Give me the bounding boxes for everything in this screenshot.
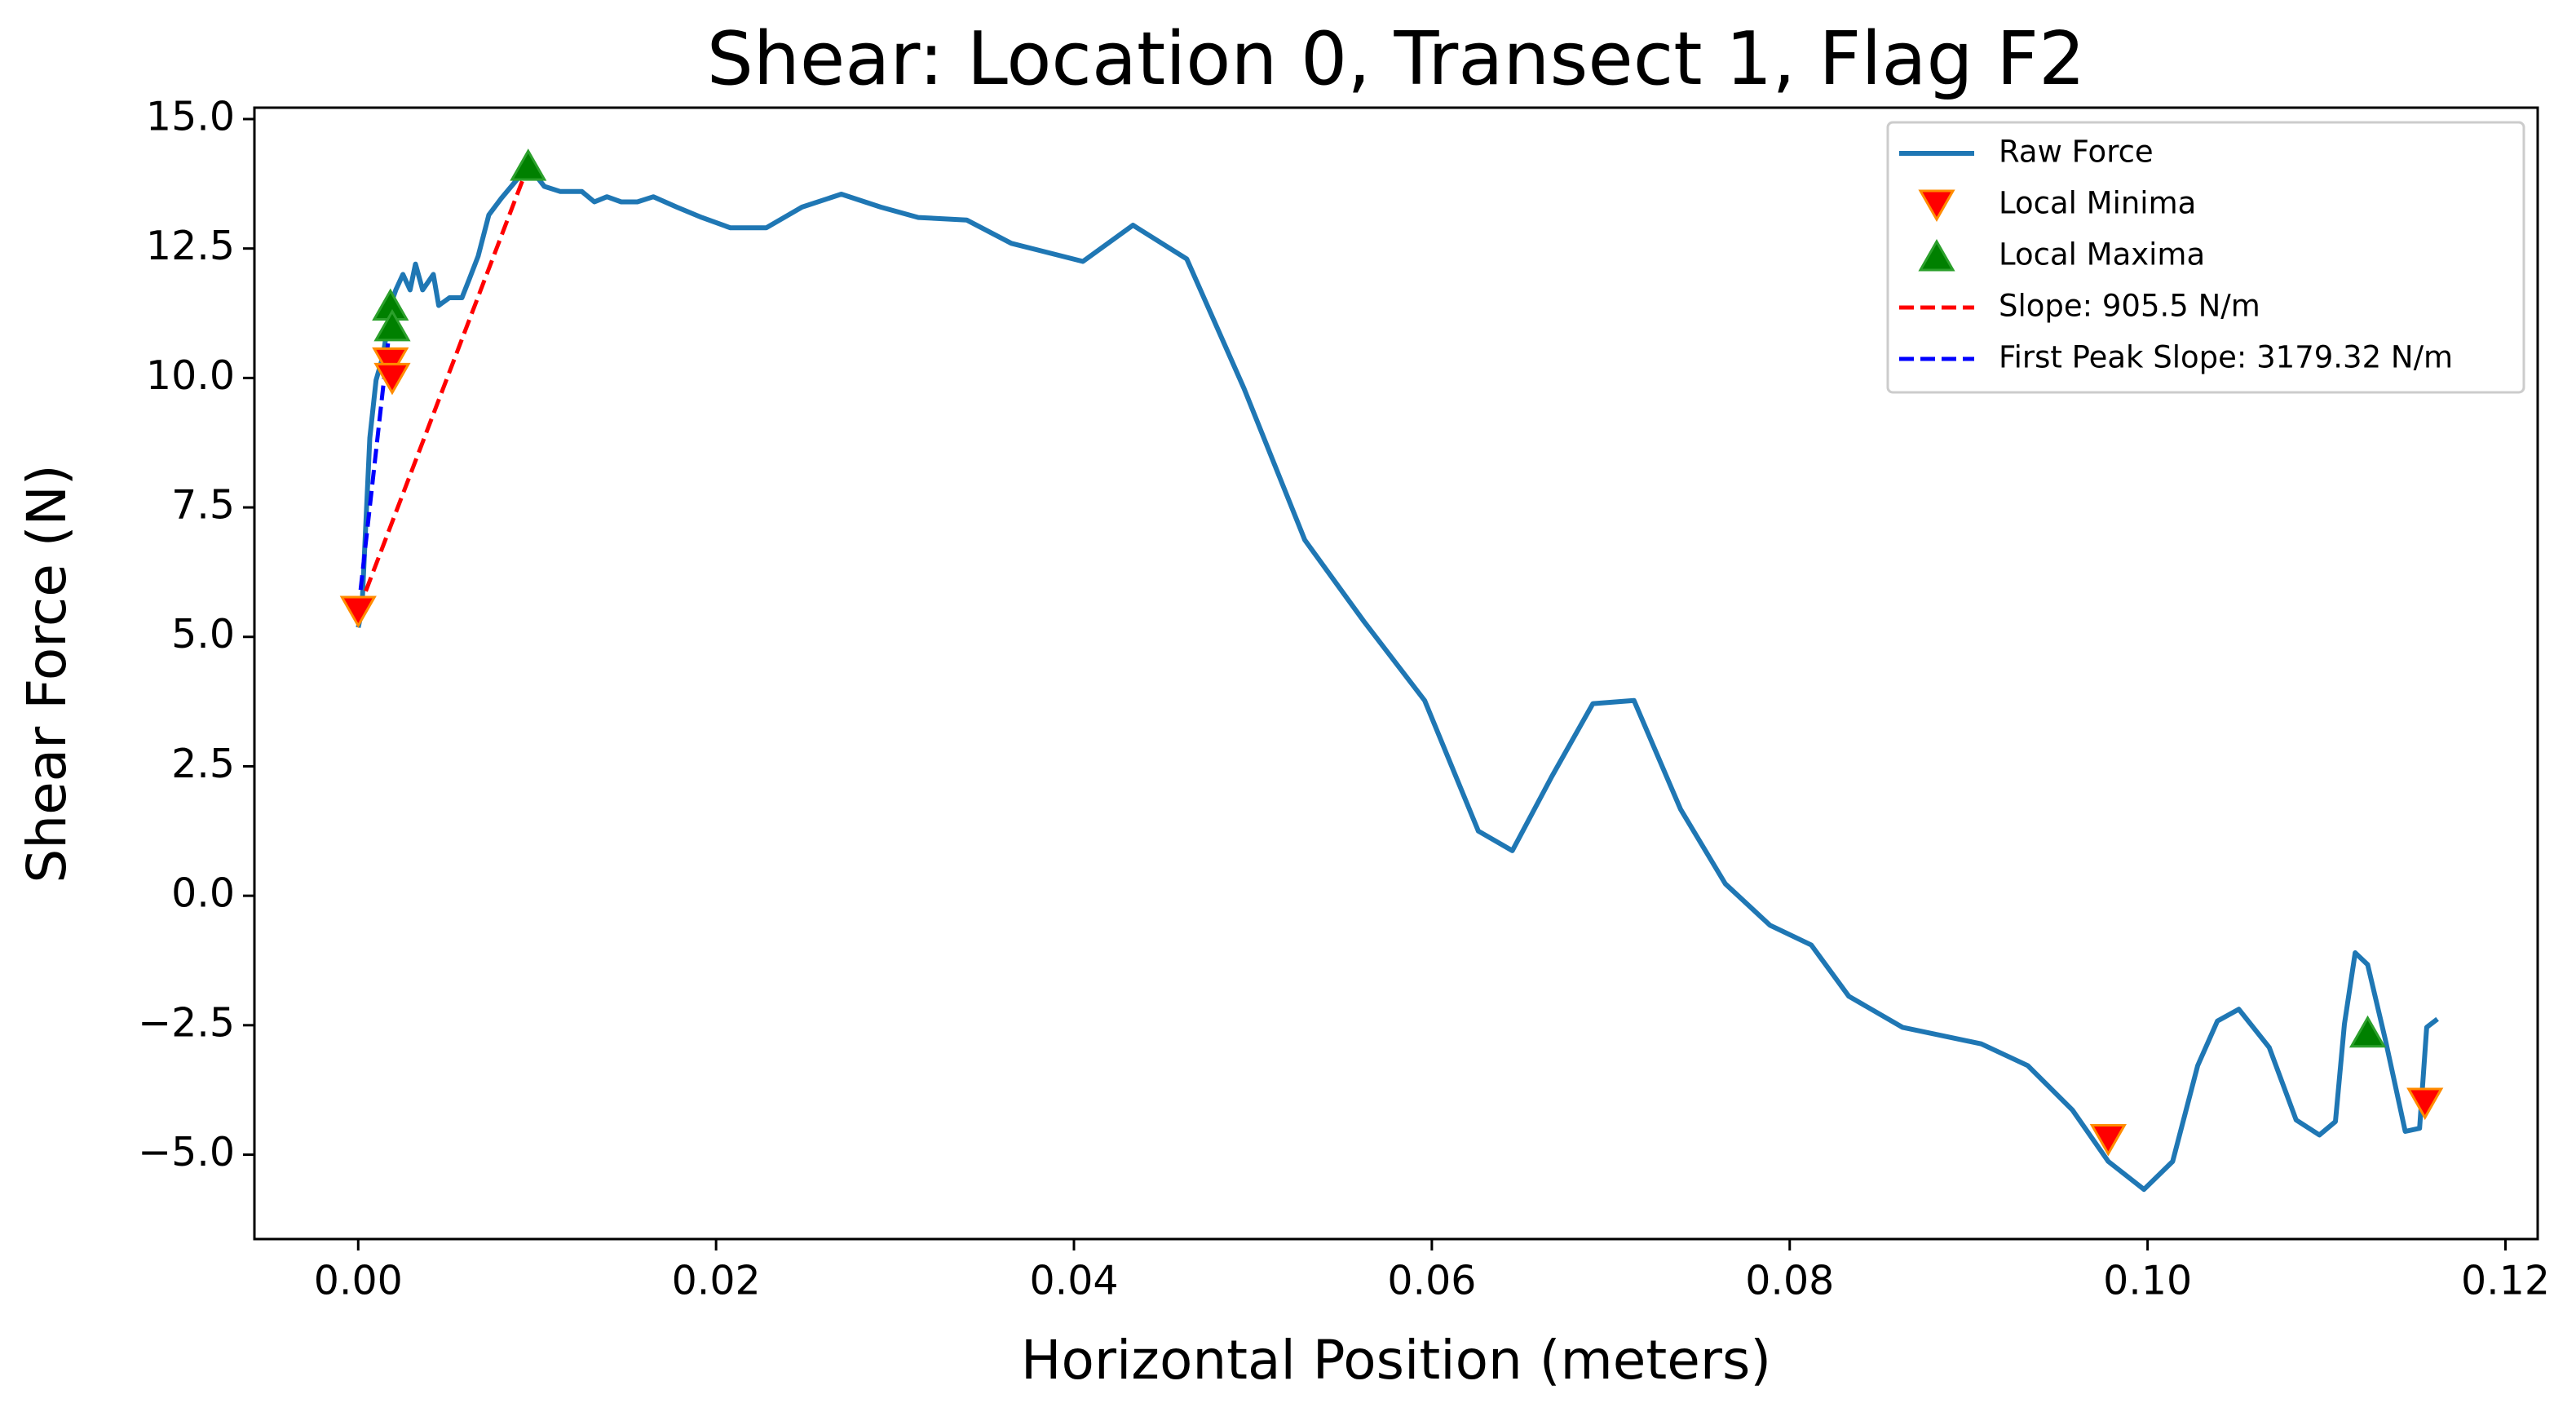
plot-frame <box>253 106 2539 1241</box>
marker <box>510 148 547 181</box>
chart-title: Shear: Location 0, Transect 1, Flag F2 <box>707 16 2086 102</box>
y-tick-label: 12.5 <box>146 223 235 269</box>
marker <box>372 347 409 380</box>
data-line <box>356 163 2439 1193</box>
x-tick-label: 0.10 <box>2103 1258 2192 1304</box>
legend-label: Raw Force <box>1999 135 2154 170</box>
y-axis-label: Shear Force (N) <box>15 464 78 883</box>
y-tick-label: 2.5 <box>171 741 235 787</box>
x-axis-label: Horizontal Position (meters) <box>1021 1329 1771 1392</box>
legend-label: First Peak Slope: 3179.32 N/m <box>1999 340 2453 375</box>
marker <box>2406 1087 2444 1121</box>
marker <box>339 595 377 629</box>
y-tick-label: −2.5 <box>138 999 235 1046</box>
y-tick-label: −5.0 <box>138 1129 235 1175</box>
legend-marker <box>1918 189 1955 223</box>
legend-box <box>1886 121 2525 394</box>
legend-label: Local Maxima <box>1999 237 2205 272</box>
legend-label: Local Minima <box>1999 186 2196 221</box>
marker <box>373 308 411 342</box>
marker <box>373 362 411 396</box>
legend-marker <box>1918 238 1955 272</box>
y-tick-label: 5.0 <box>171 611 235 657</box>
x-tick-label: 0.06 <box>1387 1258 1476 1304</box>
legend-label: Slope: 905.5 N/m <box>1999 289 2260 324</box>
slope-line <box>356 165 531 612</box>
x-tick-label: 0.12 <box>2461 1258 2550 1304</box>
marker <box>2348 1015 2387 1048</box>
y-tick-label: 10.0 <box>146 352 235 399</box>
marker <box>2089 1123 2127 1157</box>
x-tick-label: 0.00 <box>314 1258 403 1304</box>
x-tick-label: 0.04 <box>1029 1258 1118 1304</box>
x-tick-label: 0.08 <box>1745 1258 1834 1304</box>
y-tick-label: 0.0 <box>171 870 235 917</box>
y-tick-label: 7.5 <box>171 482 235 529</box>
y-tick-label: 15.0 <box>146 93 235 139</box>
x-tick-label: 0.02 <box>672 1258 761 1304</box>
